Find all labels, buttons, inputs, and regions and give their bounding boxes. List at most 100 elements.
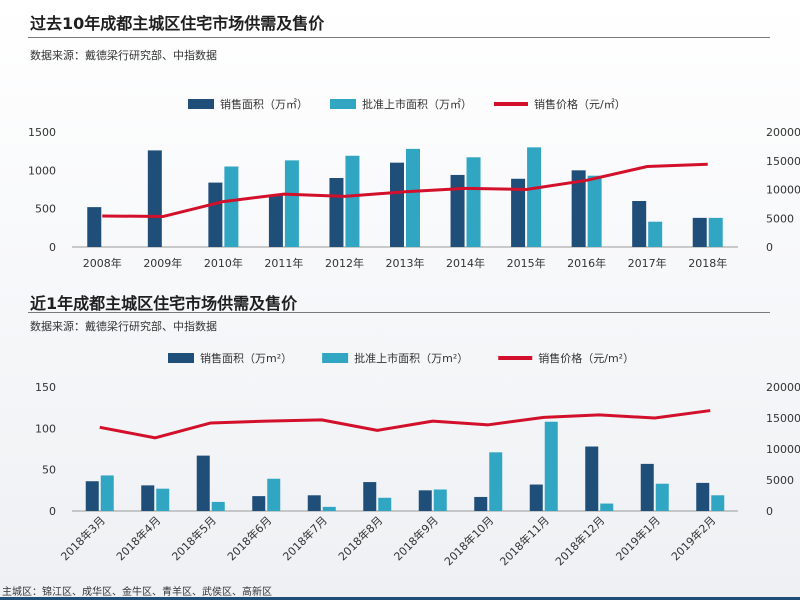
chart1-y-right-tick-3: 15000 <box>766 155 800 168</box>
chart1-bar-sales-area-0 <box>87 207 102 247</box>
chart1-source: 数据来源：戴德梁行研究部、中指数据 <box>30 49 217 62</box>
chart2-bar-sales-area-7 <box>474 496 488 511</box>
chart1-x-tick-2: 2010年 <box>204 256 243 270</box>
chart2-y-left-tick-2: 100 <box>35 422 56 435</box>
chart2-x-tick-1: 2018年4月 <box>113 513 163 563</box>
chart2-y-right-tick-3: 15000 <box>766 412 800 425</box>
chart1-bar-sales-area-9 <box>632 201 647 247</box>
chart2-bar-approved-area-10 <box>655 483 669 511</box>
chart2-x-tick-6: 2018年9月 <box>391 513 441 563</box>
chart2-legend-label-0: 销售面积（万m²） <box>200 351 292 365</box>
chart1-price-line <box>102 162 708 219</box>
chart2-bar-approved-area-7 <box>489 452 503 511</box>
bottom-accent-bar <box>0 597 800 600</box>
chart2-x-tick-5: 2018年8月 <box>335 513 385 563</box>
chart2-bar-sales-area-8 <box>529 484 543 511</box>
chart2-y-left-tick-0: 0 <box>49 505 56 518</box>
chart1-x-tick-7: 2015年 <box>507 256 546 270</box>
chart2-bar-sales-area-0 <box>85 481 99 511</box>
chart1-bar-sales-area-10 <box>692 217 707 247</box>
chart2: 销售面积（万m²） 批准上市面积（万m²） 销售价格（元/m²）0501001500… <box>35 351 800 568</box>
chart1-x-tick-8: 2016年 <box>567 256 606 270</box>
chart1-x-tick-1: 2009年 <box>143 256 182 270</box>
chart1-x-tick-9: 2017年 <box>628 256 667 270</box>
chart2-x-tick-8: 2018年11月 <box>497 513 552 568</box>
chart1-legend-label-2: 销售价格（元/㎡） <box>534 97 626 111</box>
chart1-bar-approved-area-2 <box>224 166 239 247</box>
chart1-legend-swatch-1 <box>330 99 356 109</box>
chart2-legend-swatch-1 <box>322 353 349 363</box>
chart1-bar-approved-area-10 <box>708 217 723 247</box>
chart1-bar-approved-area-3 <box>284 160 299 247</box>
chart2-bar-sales-area-6 <box>418 490 432 511</box>
chart2-y-right-tick-0: 0 <box>766 505 773 518</box>
chart1-bar-sales-area-3 <box>268 194 283 247</box>
chart2-y-right-tick-4: 20000 <box>766 381 800 394</box>
chart1-y-left-tick-0: 0 <box>49 241 56 254</box>
chart2-divider <box>28 312 770 313</box>
chart2-bar-approved-area-5 <box>378 497 392 511</box>
chart1-bar-sales-area-5 <box>390 162 404 247</box>
chart2-x-tick-10: 2019年1月 <box>613 513 663 563</box>
chart1-x-tick-0: 2008年 <box>83 256 122 270</box>
chart2-bar-sales-area-5 <box>363 482 377 511</box>
chart2-x-tick-11: 2019年2月 <box>668 513 718 563</box>
chart2-bar-approved-area-1 <box>156 488 170 511</box>
chart2-title: 近1年成都主城区住宅市场供需及售价 <box>30 294 298 313</box>
chart2-bar-sales-area-1 <box>141 485 155 511</box>
chart2-bar-sales-area-4 <box>307 495 321 511</box>
chart2-x-tick-3: 2018年6月 <box>224 513 274 563</box>
chart1-bar-sales-area-7 <box>511 178 526 247</box>
chart2-bar-sales-area-10 <box>640 463 654 511</box>
chart1-x-tick-5: 2013年 <box>386 256 425 270</box>
chart1-bar-approved-area-6 <box>466 157 481 247</box>
chart1-y-left-tick-1: 500 <box>35 203 56 216</box>
chart1-bar-sales-area-2 <box>208 182 223 247</box>
chart2-bar-approved-area-9 <box>600 503 614 511</box>
chart1-y-right-tick-2: 10000 <box>766 184 800 197</box>
chart2-y-left-tick-1: 50 <box>42 464 56 477</box>
chart2-x-tick-7: 2018年10月 <box>441 513 496 568</box>
chart1-bar-approved-area-4 <box>345 155 360 247</box>
chart1: 销售面积（万㎡） 批准上市面积（万㎡） 销售价格（元/㎡）0500100015000… <box>28 97 800 270</box>
chart1-legend-swatch-0 <box>188 99 214 109</box>
chart1-y-right-tick-1: 5000 <box>766 212 794 225</box>
chart1-bar-approved-area-8 <box>587 175 602 247</box>
chart2-bar-sales-area-2 <box>196 455 210 511</box>
chart1-bar-approved-area-9 <box>648 221 663 247</box>
chart1-x-tick-6: 2014年 <box>446 256 485 270</box>
chart1-bar-sales-area-8 <box>571 170 586 247</box>
chart2-legend-label-1: 批准上市面积（万m²） <box>354 351 468 365</box>
chart2-x-tick-9: 2018年12月 <box>552 513 607 568</box>
chart2-bar-approved-area-4 <box>322 506 336 511</box>
chart1-bar-approved-area-7 <box>527 147 542 247</box>
chart1-bar-sales-area-1 <box>147 150 162 247</box>
chart2-bar-sales-area-11 <box>696 482 710 511</box>
chart1-divider <box>28 37 770 38</box>
chart2-price-line <box>99 409 711 440</box>
chart2-legend-label-2: 销售价格（元/m²） <box>538 351 634 365</box>
chart2-bar-approved-area-6 <box>433 489 447 511</box>
chart1-legend-label-0: 销售面积（万㎡） <box>220 97 308 111</box>
chart1-title: 过去10年成都主城区住宅市场供需及售价 <box>30 14 325 33</box>
chart2-bar-approved-area-2 <box>211 501 225 511</box>
chart2-x-tick-4: 2018年7月 <box>280 513 330 563</box>
chart2-x-tick-2: 2018年5月 <box>169 513 219 563</box>
chart1-x-tick-3: 2011年 <box>264 256 303 270</box>
chart2-bar-approved-area-8 <box>544 421 558 511</box>
chart1-y-right-tick-0: 0 <box>766 241 773 254</box>
chart1-y-left-tick-2: 1000 <box>28 164 56 177</box>
chart1-legend-label-1: 批准上市面积（万㎡） <box>362 97 472 111</box>
chart2-y-right-tick-2: 10000 <box>766 443 800 456</box>
footnote: 主城区：锦江区、成华区、金牛区、青羊区、武侯区、高新区 <box>2 587 272 598</box>
chart1-bar-sales-area-4 <box>329 178 344 247</box>
chart1-x-tick-4: 2012年 <box>325 256 364 270</box>
chart2-bar-approved-area-3 <box>267 478 281 511</box>
chart2-y-left-tick-3: 150 <box>35 381 56 394</box>
chart2-x-tick-0: 2018年3月 <box>58 513 108 563</box>
chart2-legend-swatch-0 <box>168 353 194 363</box>
chart2-bar-sales-area-9 <box>585 446 599 511</box>
chart1-y-left-tick-3: 1500 <box>28 126 56 139</box>
chart2-bar-approved-area-11 <box>711 495 725 511</box>
chart1-bar-approved-area-5 <box>406 148 420 247</box>
